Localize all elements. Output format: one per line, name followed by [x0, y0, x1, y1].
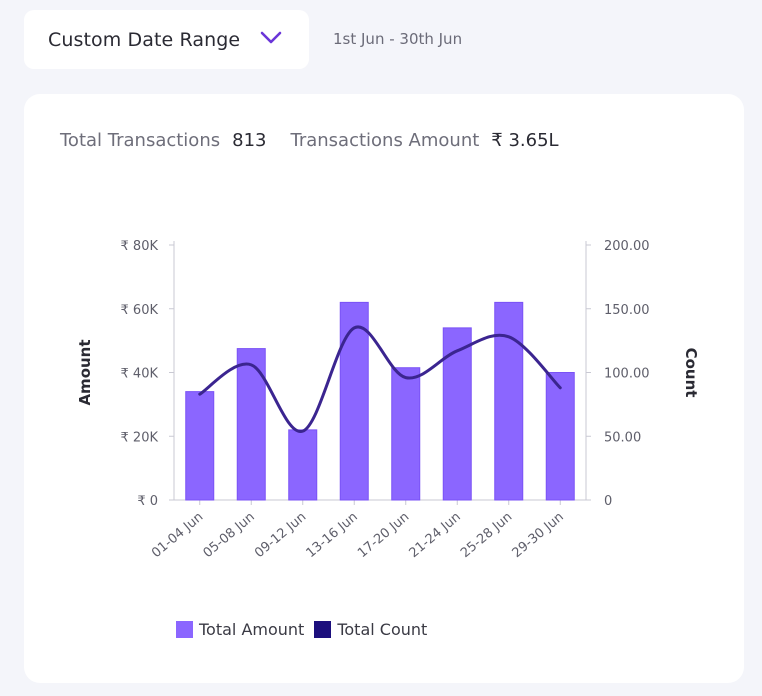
y-tick-label: ₹ 60K: [121, 303, 159, 318]
transactions-amount-label: Transactions Amount: [290, 130, 480, 151]
legend-label-count: Total Count: [337, 620, 428, 639]
legend-swatch-count: [314, 621, 332, 638]
transactions-amount-value: ₹ 3.65L: [491, 130, 559, 151]
y-tick-label: ₹ 40K: [121, 367, 159, 382]
y2-tick-label: 50.00: [604, 430, 641, 445]
count-line: [198, 325, 562, 433]
y-tick-label: ₹ 0: [137, 494, 158, 509]
total-transactions-value: 813: [232, 130, 267, 151]
x-tick-label: 21-24 Jun: [407, 510, 464, 561]
y2-tick-label: 100.00: [604, 367, 650, 382]
y2-tick-label: 200.00: [604, 239, 650, 254]
x-tick-label: 09-12 Jun: [252, 510, 309, 561]
date-range-dropdown[interactable]: Custom Date Range: [24, 10, 309, 69]
y2-tick-label: 150.00: [604, 303, 650, 318]
y2-axis-title: Count: [682, 348, 700, 398]
bar: [391, 367, 421, 501]
y-tick-label: ₹ 20K: [121, 430, 159, 445]
total-transactions-label: Total Transactions: [60, 130, 221, 151]
bar: [236, 348, 266, 501]
x-tick-label: 25-28 Jun: [458, 510, 515, 561]
chevron-down-icon: [260, 31, 282, 44]
x-tick-label: 13-16 Jun: [304, 510, 361, 561]
bar: [545, 372, 575, 501]
chart-legend: Total Amount Total Count: [176, 620, 437, 639]
y-axis-title: Amount: [76, 339, 94, 405]
legend-swatch-amount: [176, 621, 193, 638]
bar: [442, 327, 472, 501]
legend-label-amount: Total Amount: [199, 620, 305, 639]
bar: [339, 301, 369, 501]
x-tick-label: 05-08 Jun: [201, 510, 258, 561]
bar: [288, 429, 318, 501]
summary-row: Total Transactions 813 Transactions Amou…: [60, 130, 559, 151]
legend-item-total-count[interactable]: Total Count: [314, 620, 427, 639]
x-tick-label: 01-04 Jun: [149, 510, 206, 561]
y-tick-label: ₹ 80K: [121, 239, 159, 254]
bar: [494, 301, 524, 501]
bar: [185, 391, 215, 501]
x-tick-label: 17-20 Jun: [355, 510, 412, 561]
legend-item-total-amount[interactable]: Total Amount: [176, 620, 304, 639]
x-tick-label: 29-30 Jun: [510, 510, 567, 561]
y2-tick-label: 0: [604, 494, 612, 509]
date-range-dropdown-label: Custom Date Range: [48, 28, 241, 51]
chart-card: Total Transactions 813 Transactions Amou…: [24, 94, 744, 683]
combo-chart: ₹ 0 ₹ 20K ₹ 40K ₹ 60K ₹ 80K 0 50.00 100.00 150.0…: [76, 239, 700, 561]
date-range-text: 1st Jun - 30th Jun: [333, 30, 463, 48]
